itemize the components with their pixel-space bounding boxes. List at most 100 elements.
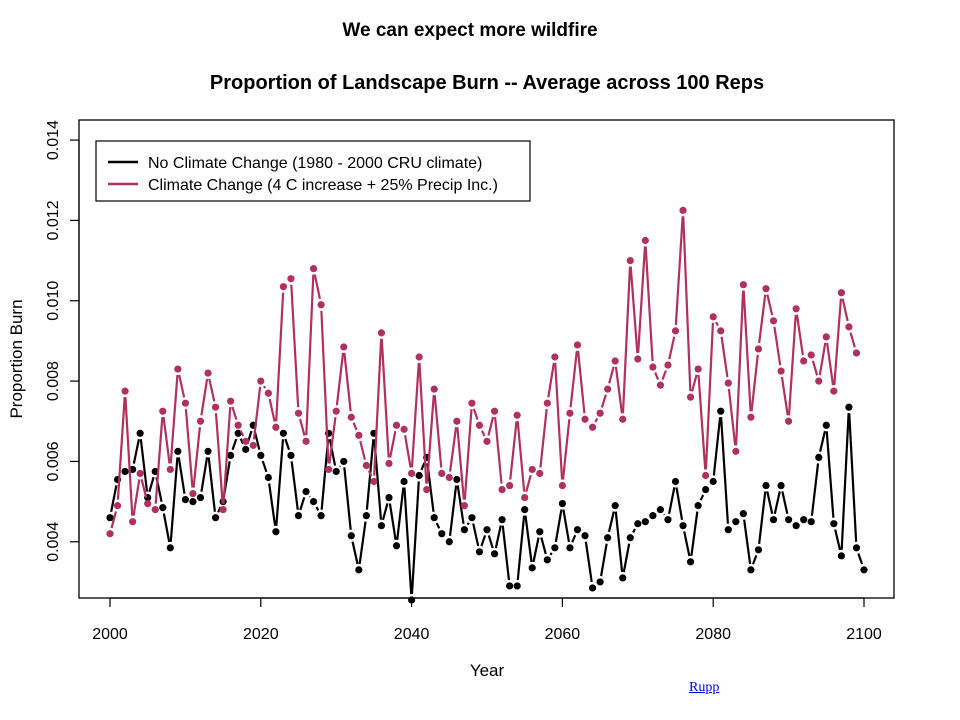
series-segment	[576, 350, 586, 414]
series-segment	[275, 439, 285, 526]
series-segment	[787, 314, 797, 416]
data-point	[573, 341, 582, 349]
data-point	[543, 556, 551, 564]
data-point	[325, 465, 333, 474]
series-segment	[487, 535, 494, 549]
data-point	[249, 441, 257, 449]
data-point	[377, 329, 386, 337]
series-segment	[781, 491, 789, 515]
series-segment	[320, 310, 330, 464]
chart-title: Proportion of Landscape Burn -- Average …	[210, 72, 764, 94]
data-point	[294, 409, 303, 417]
data-point	[189, 497, 197, 506]
series-segment	[487, 416, 495, 436]
data-point	[392, 421, 401, 429]
data-point	[800, 516, 808, 524]
series-segment	[358, 521, 367, 565]
series-no-climate-change	[106, 403, 868, 604]
data-point	[468, 514, 476, 522]
data-point	[211, 514, 220, 522]
data-point	[340, 457, 348, 466]
data-point	[709, 477, 717, 486]
data-point	[845, 323, 853, 331]
data-point	[181, 399, 189, 407]
series-segment	[554, 509, 563, 543]
series-segment	[200, 378, 209, 416]
series-segment	[819, 430, 827, 452]
data-point	[279, 283, 288, 291]
series-segment	[554, 362, 564, 480]
data-point	[762, 481, 770, 490]
series-segment	[607, 511, 615, 533]
series-segment	[299, 496, 306, 511]
series-segment	[571, 534, 577, 543]
data-point	[792, 522, 800, 530]
series-segment	[177, 457, 186, 494]
data-point	[181, 495, 189, 504]
data-point	[649, 363, 657, 371]
series-segment	[848, 413, 858, 542]
series-segment	[380, 338, 390, 458]
data-point	[287, 451, 295, 460]
series-segment	[290, 284, 300, 408]
data-point	[588, 423, 597, 431]
data-point	[664, 516, 672, 524]
data-point	[490, 407, 499, 415]
data-point	[362, 512, 370, 520]
series-segment	[154, 417, 164, 504]
data-point	[724, 526, 732, 534]
data-point	[513, 582, 521, 590]
data-point	[739, 510, 747, 518]
series-segment	[162, 513, 171, 543]
data-point	[317, 301, 325, 309]
series-segment	[849, 332, 856, 348]
x-tick-label: 2020	[243, 626, 279, 643]
y-tick-label: 0.006	[45, 441, 62, 481]
series-segment	[373, 338, 383, 476]
y-tick-label: 0.004	[45, 522, 62, 562]
data-point	[702, 485, 710, 494]
series-segment	[720, 336, 729, 378]
series-segment	[463, 409, 473, 500]
series-segment	[263, 385, 267, 389]
data-point	[294, 512, 303, 520]
series-segment	[456, 427, 465, 500]
series-segment	[494, 417, 503, 484]
data-point	[506, 582, 514, 590]
series-segment	[132, 438, 141, 464]
series-segment	[410, 362, 420, 468]
series-segment	[169, 457, 179, 542]
series-segment	[532, 537, 540, 563]
data-point	[573, 526, 582, 534]
data-point	[347, 413, 355, 421]
data-point	[483, 526, 491, 534]
series-segment	[480, 535, 487, 547]
x-tick-label: 2080	[695, 626, 731, 643]
series-segment	[359, 440, 366, 460]
data-point	[777, 367, 785, 375]
series-segment	[367, 470, 373, 477]
data-point	[679, 522, 687, 530]
data-point	[136, 469, 144, 478]
data-point	[211, 403, 220, 411]
series-segment	[668, 336, 676, 360]
series-segment	[343, 467, 352, 530]
series-segment	[328, 417, 337, 464]
series-segment	[549, 552, 553, 556]
data-point	[159, 407, 167, 415]
data-point	[242, 437, 250, 445]
data-point	[196, 493, 205, 502]
data-point	[475, 548, 484, 556]
series-segment	[661, 370, 667, 380]
data-point	[129, 518, 137, 526]
series-segment	[810, 463, 820, 516]
data-point	[611, 357, 619, 365]
slide-title: We can expect more wildfire	[342, 20, 598, 41]
data-point	[415, 471, 423, 480]
credit-link[interactable]: Rupp	[689, 680, 720, 695]
series-layer	[106, 206, 868, 604]
series-segment	[547, 362, 555, 398]
x-axis-label: Year	[470, 661, 505, 680]
series-segment	[516, 421, 526, 492]
data-point	[362, 461, 370, 470]
